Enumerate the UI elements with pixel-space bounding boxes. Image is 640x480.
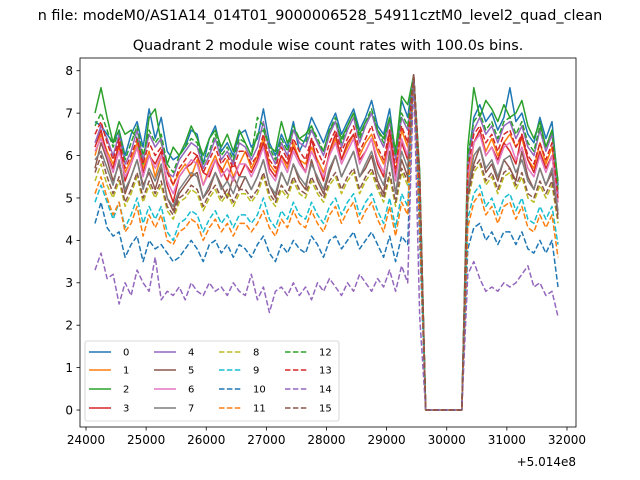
series-line-9	[94, 74, 559, 411]
legend-label-5: 5	[188, 366, 194, 377]
x-tick-label: 24000	[67, 433, 105, 447]
y-tick-label: 2	[65, 319, 73, 333]
x-tick-label: 25000	[127, 433, 165, 447]
legend-label-11: 11	[253, 404, 266, 415]
figure-suptitle: n file: modeM0/AS1A14_014T01_9000006528_…	[38, 8, 603, 24]
legend-label-15: 15	[319, 404, 332, 415]
y-tick-label: 5	[65, 191, 73, 205]
legend-label-7: 7	[188, 404, 194, 415]
legend-label-2: 2	[123, 385, 129, 396]
legend-label-8: 8	[253, 348, 259, 359]
y-tick-label: 3	[65, 276, 73, 290]
chart-title: Quadrant 2 module wise count rates with …	[133, 38, 524, 54]
legend-label-9: 9	[253, 366, 259, 377]
x-offset-label: +5.014e8	[517, 455, 576, 469]
legend-label-1: 1	[123, 366, 129, 377]
y-tick-label: 8	[65, 64, 73, 78]
series-line-8	[94, 74, 559, 411]
x-tick-label: 26000	[187, 433, 225, 447]
legend-label-14: 14	[319, 385, 332, 396]
series-line-7	[94, 74, 559, 411]
series-line-13	[94, 74, 559, 411]
x-tick-label: 27000	[247, 433, 285, 447]
series-line-4	[94, 74, 559, 411]
x-tick-label: 29000	[368, 433, 406, 447]
series-line-6	[94, 74, 559, 411]
legend-frame	[84, 340, 340, 422]
series-lines	[94, 74, 559, 411]
legend-label-0: 0	[123, 348, 129, 359]
plot-area: 24000 25000 26000 27000 28000 29000 30000 31000…	[65, 57, 586, 447]
legend-label-13: 13	[319, 366, 332, 377]
legend-label-4: 4	[188, 348, 194, 359]
series-line-10	[94, 74, 559, 411]
y-tick-label: 1	[65, 361, 73, 375]
legend-label-3: 3	[123, 404, 129, 415]
series-line-12	[94, 74, 559, 411]
y-tick-label: 4	[65, 234, 73, 248]
y-tick-label: 6	[65, 149, 73, 163]
series-line-14	[94, 74, 559, 411]
x-tick-label: 32000	[548, 433, 586, 447]
series-line-0	[94, 74, 559, 411]
y-tick-label: 7	[65, 106, 73, 120]
y-tick-label: 0	[65, 403, 73, 417]
legend-label-12: 12	[319, 348, 332, 359]
x-tick-label: 28000	[307, 433, 345, 447]
series-line-15	[94, 74, 559, 411]
axes-frame	[79, 57, 577, 428]
legend-label-10: 10	[253, 385, 266, 396]
legend-label-6: 6	[188, 385, 194, 396]
x-tick-label: 31000	[488, 433, 526, 447]
x-tick-label: 30000	[428, 433, 466, 447]
